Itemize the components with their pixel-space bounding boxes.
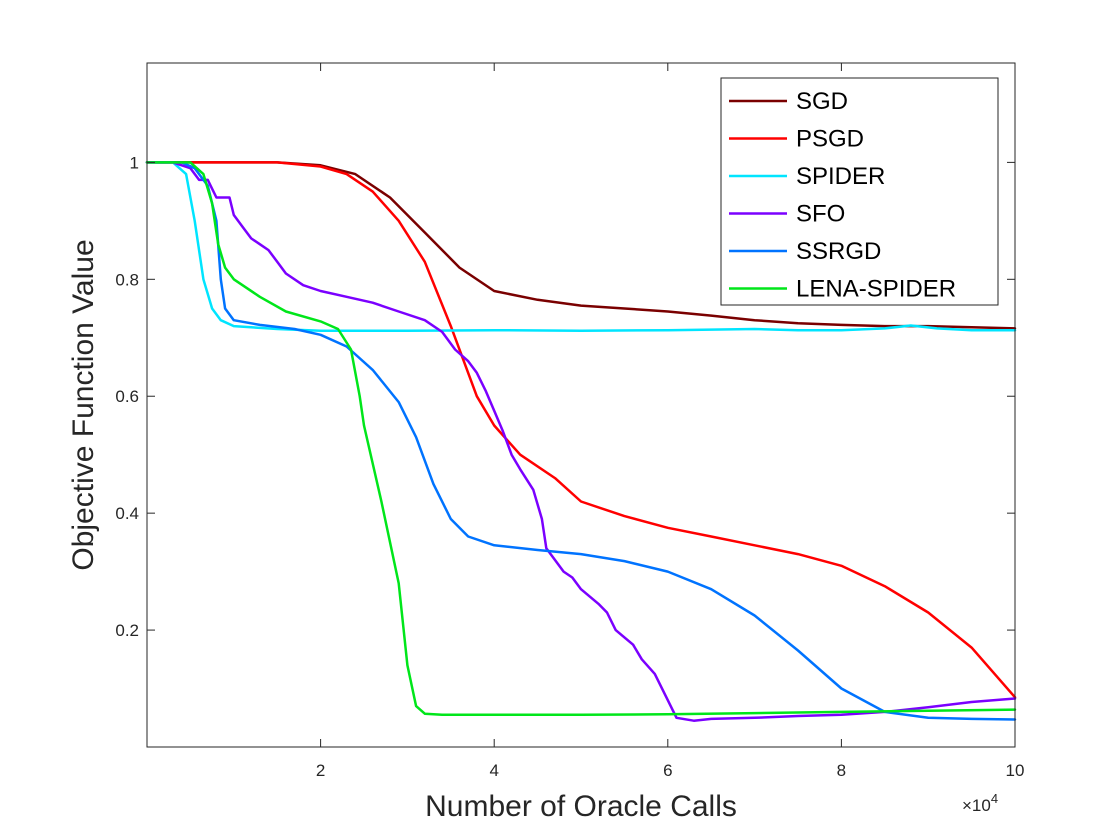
series-line-sfo <box>145 161 1017 722</box>
x-axis-label: Number of Oracle Calls <box>425 790 737 823</box>
x-axis-multiplier-base: ×10 <box>962 796 991 815</box>
x-axis-multiplier: ×104 <box>962 791 998 815</box>
legend-item-lena-spider: LENA-SPIDER <box>729 276 956 303</box>
legend-items: SGD PSGD SPIDER SFO SSRGD LENA-SPIDER <box>729 88 956 303</box>
x-tick-label: 6 <box>663 761 672 780</box>
series-line-sgd <box>145 161 1017 330</box>
x-axis-multiplier-exponent: 4 <box>991 791 998 806</box>
legend-item-sfo: SFO <box>729 201 845 228</box>
legend-item-sgd: SGD <box>729 88 848 115</box>
legend-box <box>720 77 999 306</box>
legend-item-ssrgd: SSRGD <box>729 238 881 265</box>
y-tick-label: 1 <box>130 153 139 172</box>
legend: SGD PSGD SPIDER SFO SSRGD LENA-SPIDER <box>720 77 999 306</box>
x-tick-label: 10 <box>1006 761 1025 780</box>
x-tick-label: 4 <box>489 761 498 780</box>
series-line-ssrgd <box>145 161 1017 721</box>
legend-label: SFO <box>796 201 845 228</box>
legend-item-psgd: PSGD <box>729 126 864 153</box>
legend-label: SGD <box>796 88 848 115</box>
series-layer <box>145 161 1017 722</box>
x-tick-label: 8 <box>837 761 846 780</box>
legend-label: SPIDER <box>796 163 885 190</box>
y-tick-label: 0.2 <box>115 621 139 640</box>
series-line-psgd <box>145 161 1017 699</box>
legend-label: PSGD <box>796 126 864 153</box>
y-tick-label: 0.8 <box>115 270 139 289</box>
legend-item-spider: SPIDER <box>729 163 885 190</box>
y-tick-label: 0.6 <box>115 387 139 406</box>
legend-label: LENA-SPIDER <box>796 276 956 303</box>
series-line-lena-spider <box>145 161 1017 717</box>
y-tick-label: 0.4 <box>115 504 139 523</box>
plot-area-frame <box>146 62 1016 748</box>
x-tick-label: 2 <box>316 761 325 780</box>
series-line-spider <box>145 161 1017 333</box>
y-axis-label: Objective Function Value <box>67 239 100 570</box>
ticks-layer: 2 4 6 8 10 0.2 0.4 0.6 0.8 1 <box>115 63 1024 780</box>
legend-label: SSRGD <box>796 238 881 265</box>
